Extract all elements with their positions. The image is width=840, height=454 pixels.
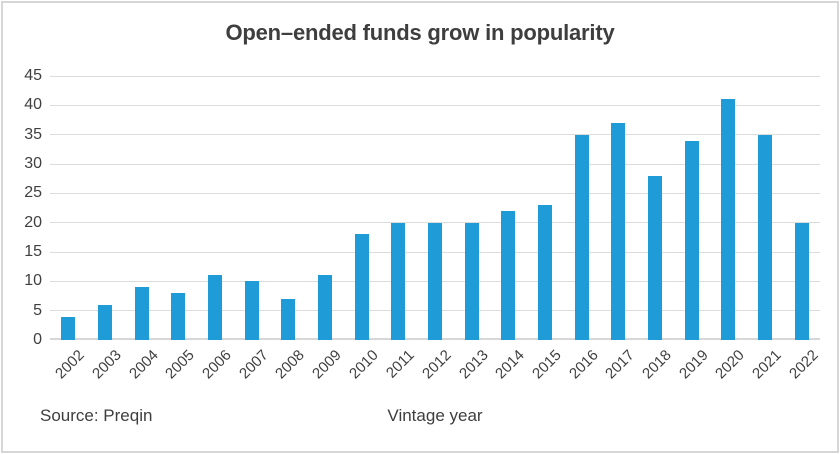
y-axis-label: 35	[24, 125, 42, 143]
bar-2013	[464, 222, 479, 340]
bar-2015	[538, 205, 552, 340]
source-note: Source: Preqin	[40, 406, 153, 425]
bar-2020	[721, 99, 736, 340]
y-axis-label: 20	[24, 213, 42, 231]
bar-2009	[318, 275, 332, 340]
bar-2007	[244, 281, 259, 340]
bar-2022	[794, 222, 809, 340]
y-axis-label: 40	[24, 96, 42, 114]
bar-2012	[428, 222, 442, 340]
gridline	[50, 75, 820, 77]
plot-area	[50, 75, 820, 340]
bar-2014	[501, 210, 516, 340]
y-axis-label: 0	[33, 331, 42, 348]
x-axis-title: Vintage year	[387, 406, 483, 425]
bar-2005	[171, 293, 186, 340]
bar-2004	[134, 287, 149, 340]
bar-2018	[648, 175, 662, 340]
bar-2011	[391, 222, 406, 340]
bar-2006	[208, 275, 222, 340]
y-axis-label: 10	[24, 272, 42, 290]
chart-title: Open–ended funds grow in popularity	[225, 20, 615, 45]
y-axis-label: 30	[24, 155, 42, 172]
bar-2002	[61, 316, 76, 340]
bar-2016	[574, 134, 589, 340]
y-axis-label: 5	[33, 301, 42, 319]
gridline	[50, 192, 820, 194]
bar-2019	[684, 140, 699, 340]
bar-2021	[758, 134, 772, 340]
bar-2008	[281, 298, 296, 340]
y-axis-label: 45	[24, 67, 42, 84]
bar-2017	[611, 122, 626, 340]
y-axis-label: 15	[24, 243, 42, 260]
bar-2010	[354, 234, 369, 340]
gridline	[50, 104, 820, 106]
y-axis-label: 25	[24, 184, 42, 202]
bar-2003	[98, 304, 112, 340]
gridline	[50, 163, 820, 165]
gridline	[50, 134, 820, 136]
